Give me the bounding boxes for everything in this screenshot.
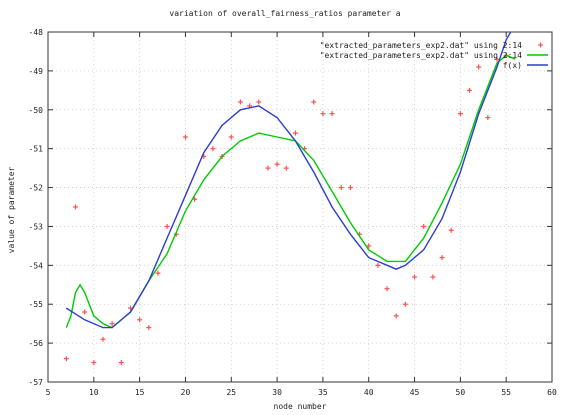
data-point (448, 227, 454, 233)
y-tick-label: -51 (29, 145, 44, 154)
data-point (430, 274, 436, 280)
y-axis-ticks: -48 -49 -50 -51 -52 -53 -54 -55 -56 -57 (29, 28, 552, 387)
data-point (439, 255, 445, 261)
data-point (366, 243, 372, 249)
data-point (485, 115, 491, 121)
data-point (292, 130, 298, 136)
x-tick-label: 20 (181, 388, 191, 397)
y-axis-label: value of parameter (7, 166, 16, 253)
legend-label: "extracted_parameters_exp2.dat" using 2:… (320, 51, 522, 60)
data-point (274, 161, 280, 167)
data-point (256, 99, 262, 105)
data-point (347, 185, 353, 191)
data-point (91, 360, 97, 366)
data-point (146, 325, 152, 331)
data-point (109, 321, 115, 327)
data-point (283, 165, 289, 171)
data-point (476, 64, 482, 70)
series-line-2 (65, 54, 516, 329)
x-axis-label: node number (274, 402, 327, 411)
data-point (100, 336, 106, 342)
data-point (421, 223, 427, 229)
series-line-3 (65, 32, 512, 329)
data-point (311, 99, 317, 105)
data-point (384, 286, 390, 292)
data-point (393, 313, 399, 319)
data-point (182, 134, 188, 140)
data-point (63, 356, 69, 362)
data-point (412, 274, 418, 280)
data-point (118, 360, 124, 366)
data-point (137, 317, 143, 323)
y-tick-label: -48 (29, 28, 44, 37)
chart-series (63, 32, 516, 366)
legend-label: "extracted_parameters_exp2.dat" using 2:… (320, 41, 522, 50)
data-point (402, 301, 408, 307)
y-tick-label: -54 (29, 261, 44, 270)
data-point (329, 111, 335, 117)
x-tick-label: 25 (226, 388, 236, 397)
data-point (237, 99, 243, 105)
x-tick-label: 60 (547, 388, 557, 397)
data-point (375, 262, 381, 268)
data-point (72, 204, 78, 210)
y-tick-label: -55 (29, 300, 44, 309)
x-tick-label: 30 (272, 388, 282, 397)
data-point (494, 56, 500, 62)
x-tick-label: 10 (89, 388, 99, 397)
legend-label: f(x) (503, 61, 522, 70)
y-tick-label: -52 (29, 184, 44, 193)
x-tick-label: 45 (410, 388, 420, 397)
y-tick-label: -53 (29, 222, 44, 231)
data-point (338, 185, 344, 191)
x-tick-label: 55 (501, 388, 511, 397)
data-point (228, 134, 234, 140)
y-tick-label: -57 (29, 378, 44, 387)
x-tick-label: 35 (318, 388, 328, 397)
x-tick-label: 40 (364, 388, 374, 397)
chart-title: variation of overall_fairness_ratios par… (169, 9, 400, 18)
y-tick-label: -56 (29, 339, 44, 348)
data-point (457, 111, 463, 117)
data-point (265, 165, 271, 171)
data-point (82, 309, 88, 315)
chart-legend: "extracted_parameters_exp2.dat" using 2:… (320, 41, 548, 70)
data-point (155, 270, 161, 276)
y-tick-label: -50 (29, 106, 44, 115)
x-axis-ticks: 5 10 15 20 25 30 35 40 45 50 55 60 (46, 32, 557, 397)
y-tick-label: -49 (29, 67, 44, 76)
data-point (210, 146, 216, 152)
data-point (467, 87, 473, 93)
x-tick-label: 50 (456, 388, 466, 397)
x-tick-label: 15 (135, 388, 145, 397)
plot-frame (47, 31, 553, 383)
x-tick-label: 5 (46, 388, 51, 397)
data-point (320, 111, 326, 117)
data-point (164, 223, 170, 229)
